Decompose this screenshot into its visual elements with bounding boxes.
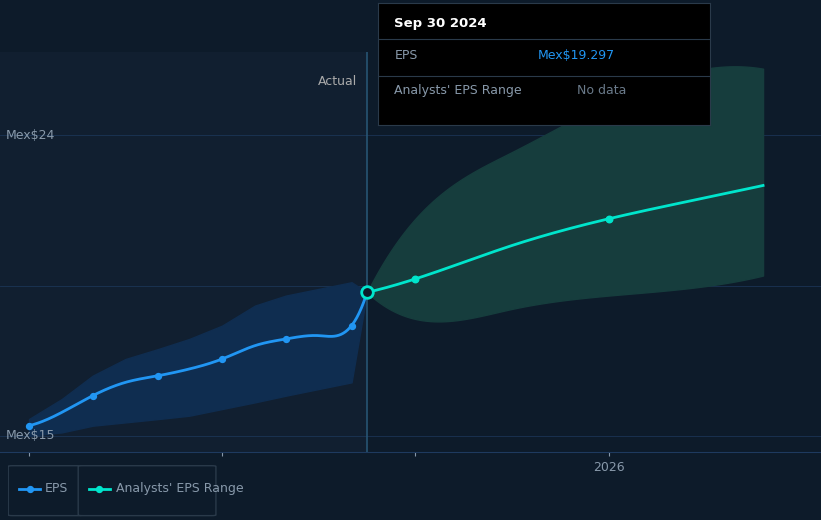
Point bbox=[86, 392, 99, 400]
Point bbox=[152, 371, 165, 380]
Point bbox=[409, 275, 422, 283]
FancyBboxPatch shape bbox=[78, 466, 216, 516]
Text: Analysts Forecasts: Analysts Forecasts bbox=[383, 75, 499, 88]
Point bbox=[279, 335, 292, 343]
Text: Mex$15: Mex$15 bbox=[6, 429, 55, 442]
Point bbox=[602, 215, 615, 223]
Text: EPS: EPS bbox=[394, 49, 418, 62]
Text: EPS: EPS bbox=[45, 483, 69, 495]
Text: Analysts' EPS Range: Analysts' EPS Range bbox=[116, 483, 243, 495]
Point bbox=[345, 321, 358, 330]
Point bbox=[93, 485, 106, 493]
Point bbox=[216, 355, 229, 363]
Text: No data: No data bbox=[577, 84, 626, 97]
Point bbox=[360, 288, 374, 296]
Text: Analysts' EPS Range: Analysts' EPS Range bbox=[394, 84, 522, 97]
Point bbox=[22, 422, 35, 430]
Text: Mex$24: Mex$24 bbox=[6, 129, 55, 142]
FancyBboxPatch shape bbox=[8, 466, 83, 516]
Point bbox=[23, 485, 36, 493]
Text: Mex$19.297: Mex$19.297 bbox=[537, 49, 614, 62]
Bar bbox=[367, 52, 821, 452]
Bar bbox=[0, 52, 367, 452]
Text: Sep 30 2024: Sep 30 2024 bbox=[394, 17, 487, 30]
Text: Actual: Actual bbox=[318, 75, 357, 88]
